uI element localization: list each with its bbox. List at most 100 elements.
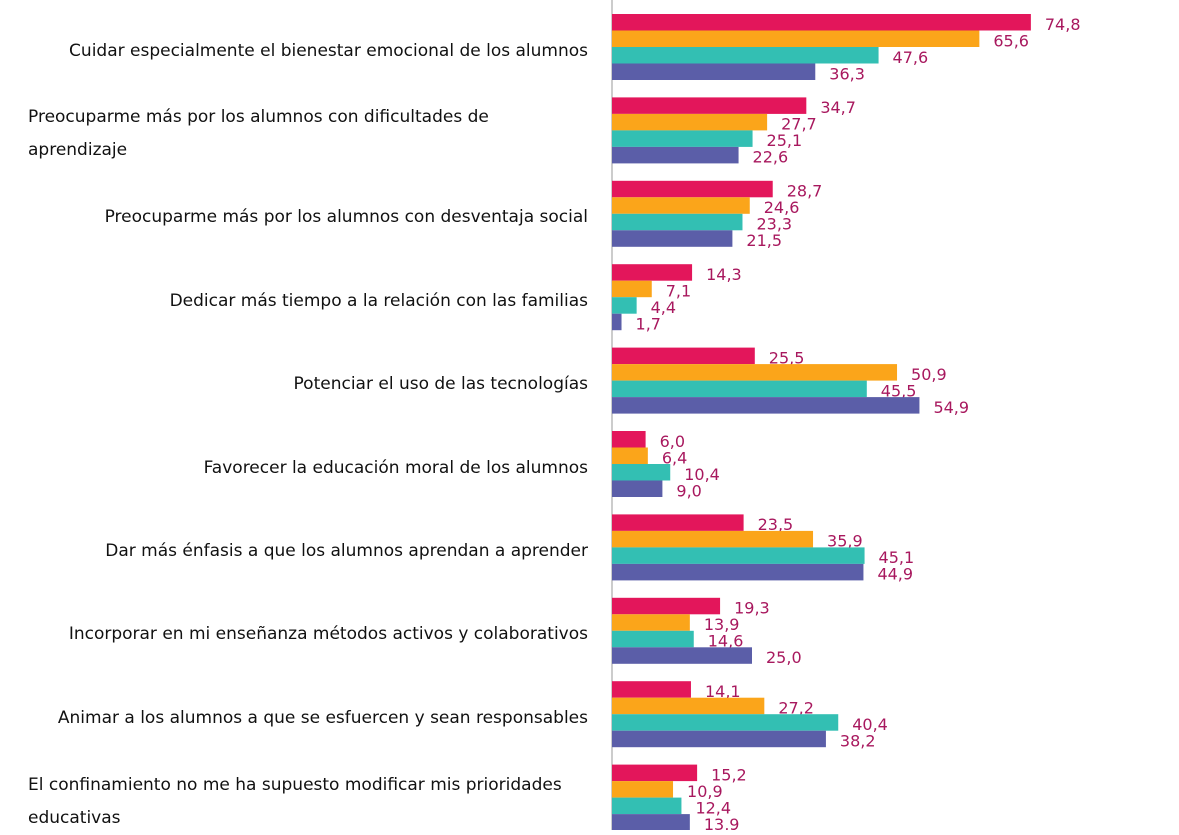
bar [612,597,721,615]
value-label: 15,2 [711,765,747,784]
bar [612,714,839,731]
bar [612,380,867,398]
value-label: 74,8 [1045,15,1081,34]
bar [612,647,752,664]
value-label: 14,1 [705,682,741,701]
value-label: 1,7 [636,314,661,333]
bar [612,764,698,782]
category-label-box: Favorecer la educación moral de los alum… [0,435,588,501]
value-label: 45,5 [881,381,917,400]
bar [612,230,733,247]
value-label: 4,4 [651,298,676,317]
value-label: 13,9 [704,815,740,830]
category-label: Cuidar especialmente el bienestar emocio… [69,40,588,61]
category-label-box: Dedicar más tiempo a la relación con las… [0,268,588,334]
bar [612,614,690,631]
bar [612,480,663,497]
value-label: 65,6 [993,31,1029,50]
value-label: 23,3 [756,215,792,234]
value-label: 24,6 [764,198,800,217]
category-label: Dar más énfasis a que los alumnos aprend… [105,540,588,561]
value-label: 13,9 [704,615,740,634]
value-label: 21,5 [746,231,782,250]
bar [612,630,694,648]
bar [612,130,753,147]
value-label: 36,3 [829,64,865,83]
bar [612,97,807,114]
category-label: Animar a los alumnos a que se esfuercen … [57,707,588,728]
value-label: 25,0 [766,648,802,667]
category-label: Preocuparme más por los alumnos con difi… [28,107,489,161]
bar [612,146,739,164]
value-label: 25,5 [769,348,805,367]
bar [612,180,773,198]
category-label-box: El confinamiento no me ha supuesto modif… [0,769,588,835]
bar [612,797,682,815]
value-label: 6,0 [660,432,685,451]
value-label: 9,0 [676,481,701,500]
bar [612,447,648,464]
bar [612,431,646,448]
value-label: 27,7 [781,115,817,134]
bar [612,63,816,80]
bar [612,530,814,548]
category-label-box: Dar más énfasis a que los alumnos aprend… [0,518,588,584]
value-label: 19,3 [734,599,770,618]
bar [612,814,690,830]
value-label: 35,9 [827,532,863,551]
category-label: El confinamiento no me ha supuesto modif… [28,774,562,828]
value-label: 7,1 [666,281,691,300]
bar [612,563,864,581]
category-label-box: Incorporar en mi enseñanza métodos activ… [0,602,588,668]
bar [612,364,898,381]
value-label: 44,9 [877,565,913,584]
category-label-box: Preocuparme más por los alumnos con desv… [0,185,588,251]
bar [612,197,750,214]
value-label: 45,1 [879,548,915,567]
bar [612,730,826,748]
value-label: 23,5 [758,515,794,534]
category-label-box: Animar a los alumnos a que se esfuercen … [0,685,588,751]
category-label-box: Potenciar el uso de las tecnologías [0,352,588,418]
value-label: 40,4 [852,715,888,734]
bar [612,464,671,481]
value-label: 25,1 [767,131,803,150]
category-label-box: Preocuparme más por los alumnos con difi… [0,101,588,167]
value-label: 14,6 [708,632,744,651]
value-label: 6,4 [662,448,687,467]
category-label: Dedicar más tiempo a la relación con las… [169,290,588,311]
bar [612,264,693,281]
value-label: 50,9 [911,365,947,384]
bar [612,113,768,131]
bar [612,547,865,564]
bar [612,297,637,314]
bar [612,397,920,414]
bar [612,213,743,231]
value-label: 14,3 [706,265,742,284]
bar [612,514,744,531]
bar [612,697,765,715]
category-label: Favorecer la educación moral de los alum… [203,457,588,478]
bar [612,781,674,798]
bar [612,30,980,47]
bar [612,280,652,298]
bar [612,347,755,365]
category-label: Incorporar en mi enseñanza métodos activ… [68,624,588,645]
value-label: 47,6 [893,48,929,67]
value-label: 10,4 [684,465,720,484]
category-label-box: Cuidar especialmente el bienestar emocio… [0,18,588,84]
value-label: 28,7 [787,182,823,201]
value-label: 54,9 [933,398,969,417]
category-label: Potenciar el uso de las tecnologías [293,374,588,395]
bar [612,313,622,331]
value-label: 10,9 [687,782,723,801]
bar [612,14,1031,31]
value-label: 38,2 [840,731,876,750]
bar [612,681,691,698]
value-label: 27,2 [778,698,814,717]
value-label: 22,6 [753,148,789,167]
category-label: Preocuparme más por los alumnos con desv… [104,207,588,228]
value-label: 12,4 [695,798,731,817]
